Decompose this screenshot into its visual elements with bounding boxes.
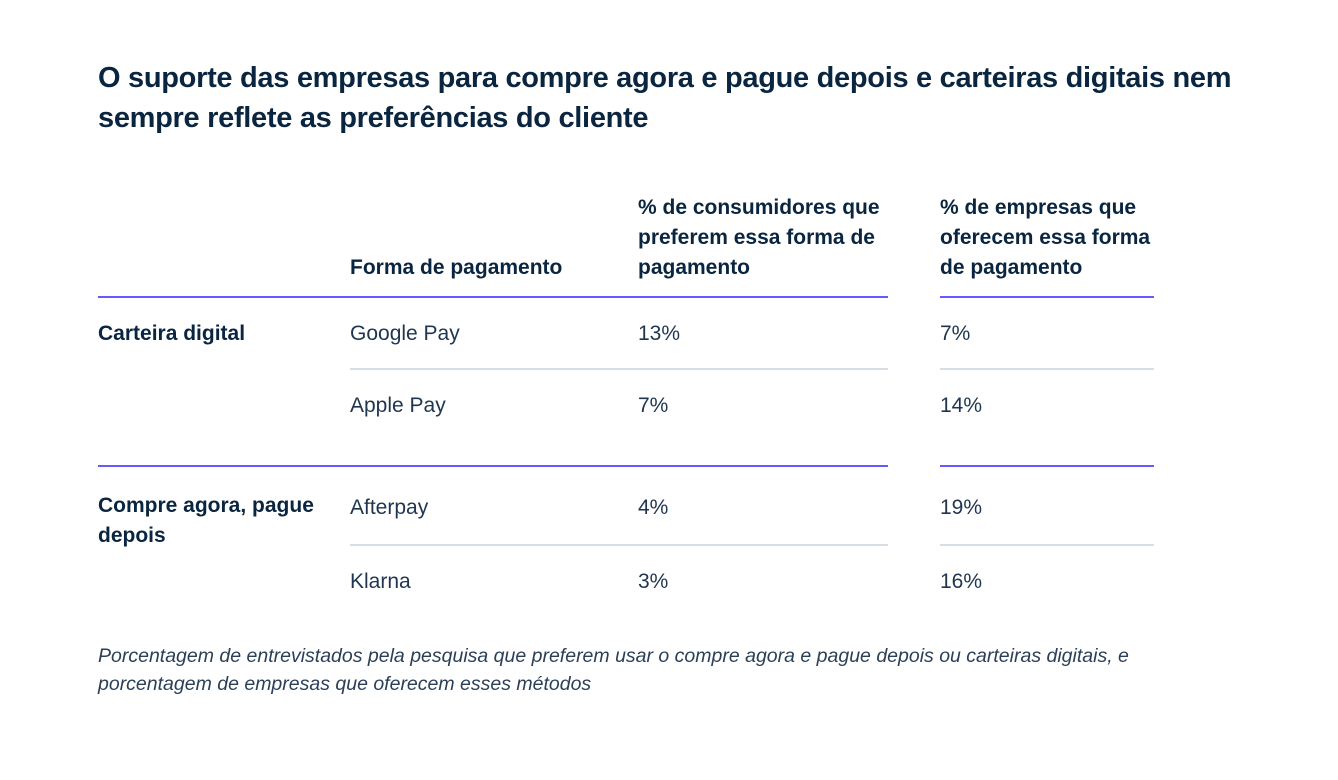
column-header-businesses: % de empresas que oferecem essa forma de… bbox=[940, 196, 1151, 279]
row-divider bbox=[940, 368, 1154, 370]
group-divider-left bbox=[98, 465, 888, 467]
footnote: Porcentagem de entrevistados pela pesqui… bbox=[98, 645, 1129, 695]
table-cell-method: Klarna bbox=[350, 570, 411, 593]
table-cell-businesses: 14% bbox=[940, 394, 983, 417]
row-divider bbox=[350, 544, 888, 546]
table-cell-consumers: 3% bbox=[638, 570, 669, 593]
header-divider-left bbox=[98, 296, 888, 298]
table-cell-consumers: 4% bbox=[638, 496, 669, 519]
column-header-method: Forma de pagamento bbox=[350, 256, 563, 279]
page-title: O suporte das empresas para compre agora… bbox=[98, 62, 1232, 134]
table-cell-businesses: 19% bbox=[940, 496, 983, 519]
row-divider bbox=[350, 368, 888, 370]
header-divider-right bbox=[940, 296, 1154, 298]
row-divider bbox=[940, 544, 1154, 546]
group-divider-right bbox=[940, 465, 1154, 467]
table-cell-method: Apple Pay bbox=[350, 394, 446, 417]
table-cell-method: Afterpay bbox=[350, 496, 429, 519]
column-header-consumers: % de consumidores que preferem essa form… bbox=[638, 196, 880, 279]
table-cell-businesses: 7% bbox=[940, 322, 971, 345]
group-label-digital-wallet: Carteira digital bbox=[98, 322, 246, 345]
group-label-bnpl: Compre agora, pague depois bbox=[98, 494, 314, 547]
table-cell-method: Google Pay bbox=[350, 322, 460, 345]
table-cell-businesses: 16% bbox=[940, 570, 983, 593]
table-cell-consumers: 7% bbox=[638, 394, 669, 417]
table-cell-consumers: 13% bbox=[638, 322, 681, 345]
